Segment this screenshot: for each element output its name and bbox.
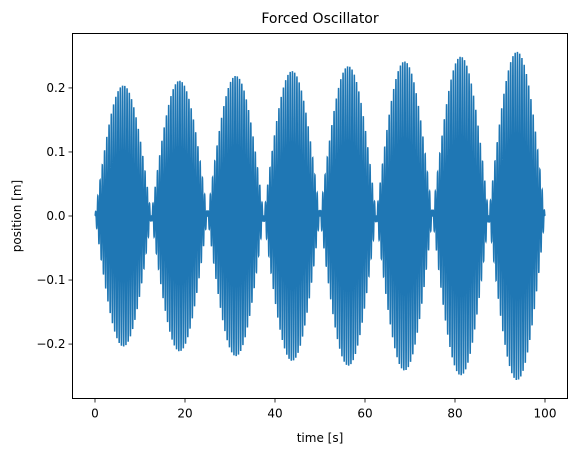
x-tick-label: 100 <box>534 407 557 421</box>
x-axis: 0 20 40 60 80 100 <box>91 398 557 421</box>
y-axis-label: position [m] <box>10 180 24 252</box>
y-tick-label: 0.2 <box>46 81 65 95</box>
chart-title: Forced Oscillator <box>261 11 379 27</box>
x-tick-label: 80 <box>447 407 462 421</box>
x-axis-label: time [s] <box>297 431 344 445</box>
y-tick-label: −0.1 <box>36 273 65 287</box>
y-axis: −0.2 −0.1 0.0 0.1 0.2 <box>36 81 73 351</box>
x-tick-label: 60 <box>357 407 372 421</box>
x-tick-label: 0 <box>91 407 99 421</box>
y-tick-label: 0.0 <box>46 209 65 223</box>
y-tick-label: −0.2 <box>36 337 65 351</box>
x-tick-label: 20 <box>177 407 192 421</box>
series-line <box>94 51 546 380</box>
y-tick-label: 0.1 <box>46 145 65 159</box>
x-tick-label: 40 <box>267 407 282 421</box>
plot-area <box>72 33 568 399</box>
